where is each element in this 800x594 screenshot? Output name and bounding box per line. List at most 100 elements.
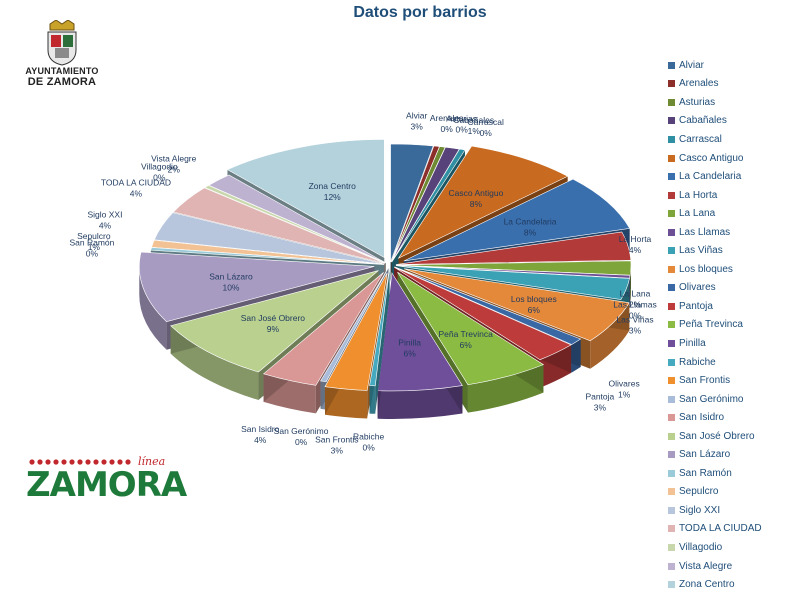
pie-slice-top (324, 272, 388, 391)
legend-swatch (668, 191, 675, 199)
legend-label: La Horta (679, 189, 718, 201)
legend-swatch (668, 321, 675, 329)
legend-item: Alviar (668, 56, 796, 75)
data-label-san-jos-obrero: San José Obrero 9% (241, 313, 306, 334)
legend-item: Arenales (668, 75, 796, 94)
legend-label: Sepulcro (679, 486, 719, 498)
legend-item: Asturias (668, 93, 796, 112)
data-label-pantoja: Pantoja 3% (585, 391, 614, 412)
legend-label: Pinilla (679, 337, 706, 349)
legend-item: San José Obrero (668, 427, 796, 446)
legend-label: Las Viñas (679, 245, 723, 257)
legend-item: Peña Trevinca (668, 316, 796, 335)
legend-label: San Isidro (679, 412, 725, 424)
pie-slice-pinilla (377, 272, 463, 419)
data-label-arenales: Arenales 0% (430, 113, 464, 134)
pie-slice-top (395, 231, 632, 265)
legend-label: San Ramón (679, 467, 732, 479)
legend-label: Cabañales (679, 115, 727, 127)
city-crest-icon (47, 20, 77, 66)
legend-item: La Candelaria (668, 167, 796, 186)
logo-text-line1: AYUNTAMIENTO (25, 66, 99, 76)
legend-item: Zona Centro (668, 575, 796, 594)
legend-swatch (668, 488, 675, 496)
legend-label: Olivares (679, 282, 716, 294)
legend-item: Los bloques (668, 260, 796, 279)
pie-slice-top (397, 271, 545, 386)
legend-label: Asturias (679, 96, 716, 108)
legend-swatch (668, 469, 675, 477)
decorative-dots-icon (29, 459, 131, 465)
legend-item: Rabiche (668, 353, 796, 372)
legend-swatch (668, 451, 675, 459)
legend-item: Sepulcro (668, 483, 796, 502)
legend-swatch (668, 581, 675, 589)
pie-chart: Alviar 3%Arenales 0%Asturias 0%Cabañales 1%C… (69, 111, 656, 456)
legend-item: San Ramón (668, 464, 796, 483)
ayuntamiento-logo: AYUNTAMIENTO DE ZAMORA (22, 20, 102, 88)
pie-slice-top (150, 247, 385, 265)
legend-label: Peña Trevinca (679, 319, 743, 331)
legend-item: San Lázaro (668, 445, 796, 464)
pie-slice-top (397, 145, 569, 259)
legend-swatch (668, 358, 675, 366)
legend-swatch (668, 506, 675, 514)
legend-swatch (668, 395, 675, 403)
legend-label: Carrascal (679, 133, 722, 145)
legend-item: La Lana (668, 204, 796, 223)
data-label-sepulcro: Sepulcro 1% (77, 231, 111, 252)
zamora-linea-logo: línea ZAMORA (26, 455, 187, 505)
pie-slice-top (153, 212, 385, 265)
legend-swatch (668, 247, 675, 255)
legend-swatch (668, 562, 675, 570)
pie-slice-top (404, 268, 630, 342)
chart-legend: Alviar Arenales Asturias Cabañales Carrascal… (668, 56, 796, 594)
legend-item: Siglo XXI (668, 501, 796, 520)
data-label-carrascal: Carrascal 0% (468, 117, 504, 138)
legend-swatch (668, 284, 675, 292)
legend-item: Villagodio (668, 538, 796, 557)
legend-item: Casco Antiguo (668, 149, 796, 168)
legend-swatch (668, 98, 675, 106)
legend-label: La Lana (679, 208, 716, 220)
data-label-las-llamas: Las Llamas 0% (613, 299, 656, 320)
pie-slice-top (395, 264, 631, 279)
data-label-la-horta: La Horta 4% (619, 234, 652, 255)
pie-slice-top (204, 185, 386, 264)
data-label-san-ram-n: San Ramón 0% (69, 237, 114, 258)
data-label-caba-ales: Cabañales 1% (453, 115, 494, 136)
legend-label: San Lázaro (679, 449, 731, 461)
pie-slice-top (170, 270, 379, 373)
legend-label: Zona Centro (679, 579, 735, 591)
legend-label: Villagodio (679, 541, 723, 553)
legend-item: Las Llamas (668, 223, 796, 242)
pie-slice-top (403, 178, 631, 262)
legend-item: Carrascal (668, 130, 796, 149)
legend-swatch (668, 210, 675, 218)
legend-item: Vista Alegre (668, 557, 796, 576)
legend-label: Pantoja (679, 300, 713, 312)
pie-slice-top (369, 267, 390, 387)
data-label-san-isidro: San Isidro 4% (241, 424, 280, 445)
legend-swatch (668, 80, 675, 88)
legend-swatch (668, 61, 675, 69)
legend-swatch (668, 525, 675, 533)
logo-tagline: línea (138, 455, 166, 468)
legend-swatch (668, 302, 675, 310)
pie-slice-top (139, 251, 375, 323)
legend-swatch (668, 228, 675, 236)
pie-slice-rabiche (369, 267, 390, 414)
legend-label: TODA LA CIUDAD (679, 523, 762, 535)
legend-swatch (668, 339, 675, 347)
legend-item: Pinilla (668, 334, 796, 353)
pie-slice-side (139, 266, 167, 350)
legend-swatch (668, 543, 675, 551)
legend-item: Olivares (668, 279, 796, 298)
pie-slice-top (394, 266, 582, 345)
legend-label: La Candelaria (679, 171, 742, 183)
legend-swatch (668, 117, 675, 125)
data-label-san-l-zaro: San Lázaro 10% (209, 272, 253, 293)
legend-item: Cabañales (668, 112, 796, 131)
data-label-pinilla: Pinilla 6% (398, 338, 421, 359)
legend-swatch (668, 154, 675, 162)
